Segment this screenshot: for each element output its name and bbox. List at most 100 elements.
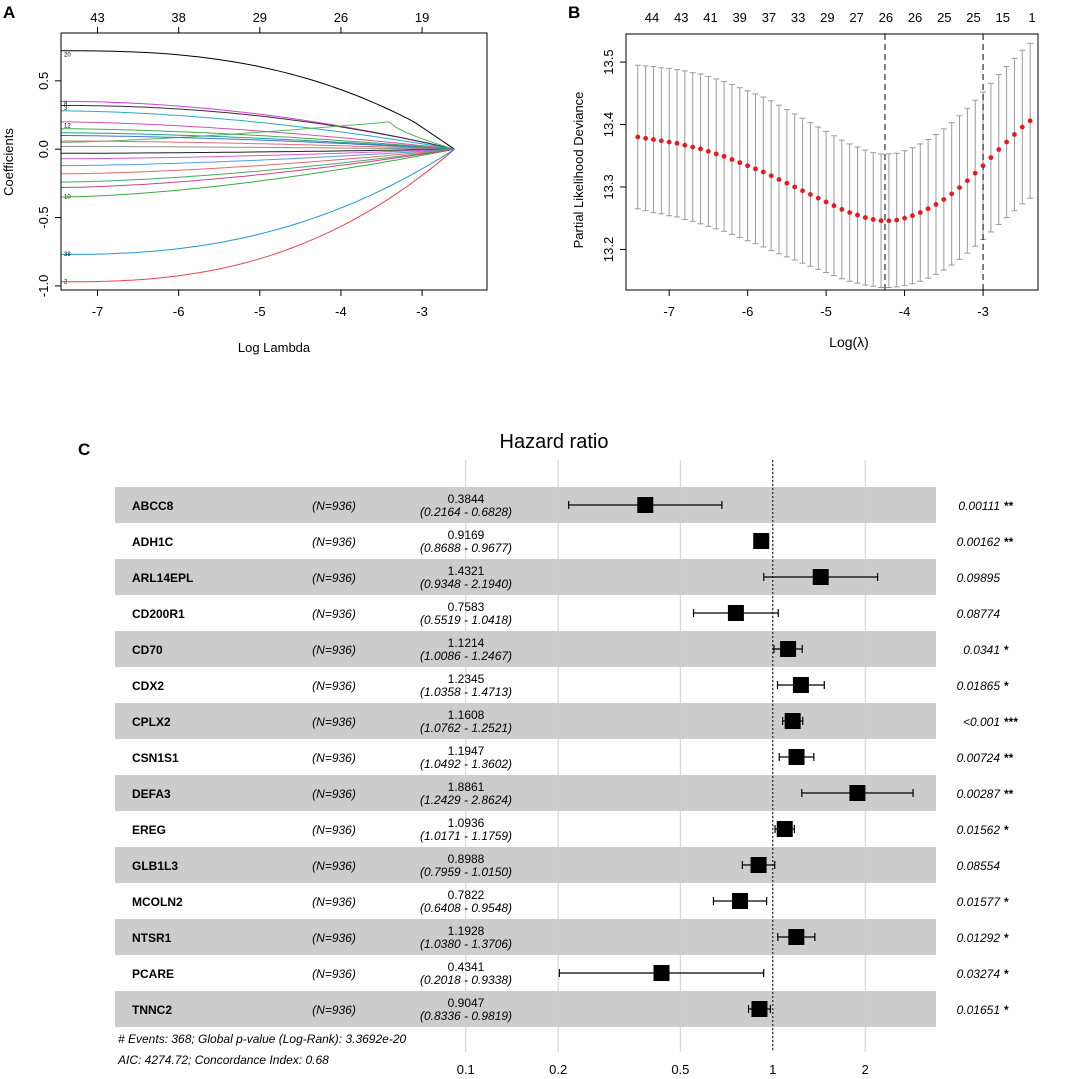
- panel-b-cv-deviance: 44 43 41 39 37 33 29 27 26 26 25 25 15 1 -7 -6 -5 -4 -3 1…: [571, 10, 1039, 350]
- panel-c-row-p: 0.01651: [957, 1003, 1000, 1017]
- panel-label-a: A: [3, 3, 15, 22]
- panel-c-hr-marker: [788, 929, 805, 945]
- panel-c-row-sig: *: [1004, 967, 1009, 981]
- panel-c-hr-marker: [750, 857, 767, 873]
- panel-b-point: [690, 144, 696, 150]
- panel-b-point: [972, 170, 978, 176]
- panel-a-path-label: 8: [64, 102, 68, 108]
- panel-b-point: [658, 138, 664, 144]
- panel-c-row-sig: **: [1004, 751, 1014, 765]
- panel-b-point: [886, 218, 892, 224]
- panel-c-row-hr: 1.1608: [448, 708, 485, 722]
- panel-b-point: [917, 210, 923, 215]
- panel-c-row-p: 0.00111: [958, 499, 1000, 513]
- panel-c-row-ci: (0.2164 - 0.6828): [420, 505, 512, 519]
- panel-b-x-axis-label: Log(λ): [829, 334, 869, 350]
- panel-c-hr-marker: [812, 569, 829, 585]
- panel-b-point: [666, 139, 672, 145]
- panel-c-row-ci: (0.8336 - 0.9819): [420, 1009, 512, 1023]
- panel-c-row-ci: (0.5519 - 1.0418): [420, 613, 512, 627]
- panel-c-row: CD200R1 (N=936) 0.7583(0.5519 - 1.0418) 0.0…: [132, 600, 1000, 627]
- panel-a-coefficient-path: [61, 105, 455, 150]
- panel-a-x-tick-label: -7: [92, 304, 104, 319]
- panel-b-point: [949, 191, 955, 197]
- panel-c-row-n: (N=936): [312, 859, 356, 873]
- panel-a-top-tick-label: 19: [415, 10, 429, 25]
- panel-a-coefficient-path: [60, 121, 455, 150]
- panel-c-row: TNNC2 (N=936) 0.9047(0.8336 - 0.9819) 0.016…: [132, 996, 1009, 1023]
- panel-c-row: CDX2 (N=936) 1.2345(1.0358 - 1.4713) 0.0186…: [132, 672, 1009, 699]
- panel-a-coefficient-path: [61, 148, 455, 198]
- panel-c-hr-marker: [732, 893, 749, 909]
- panel-a-x-tick-label: -4: [335, 304, 347, 319]
- panel-c-row-name: TNNC2: [132, 1003, 172, 1017]
- panel-c-row-band: [115, 991, 936, 1027]
- panel-c-row-ci: (1.0086 - 1.2467): [420, 649, 512, 663]
- panel-a-curves: [60, 50, 455, 283]
- panel-c-row-name: DEFA3: [132, 787, 171, 801]
- panel-c-row-name: ARL14EPL: [132, 571, 193, 585]
- panel-a-top-tick-label: 38: [171, 10, 185, 25]
- panel-b-point: [800, 188, 805, 194]
- panel-c-footnote-events: # Events: 368; Global p-value (Log-Rank)…: [118, 1032, 407, 1046]
- panel-b-top-tick-label: 15: [996, 10, 1010, 25]
- panel-a-top-axis: 43 38 29 26 19: [90, 10, 429, 34]
- panel-c-row-name: MCOLN2: [132, 895, 183, 909]
- panel-c-row-ci: (0.6408 - 0.9548): [420, 901, 512, 915]
- panel-a-coefficient-path: [61, 50, 455, 150]
- panel-b-point: [1012, 132, 1017, 137]
- panel-a-coefficient-path: [61, 146, 455, 150]
- panel-b-point: [957, 185, 962, 191]
- panel-b-point: [682, 142, 688, 148]
- panel-b-x-tick-label: -6: [742, 304, 754, 319]
- panel-c-row-band: [115, 775, 936, 811]
- panel-c-row-p: 0.09895: [957, 571, 1001, 585]
- panel-c-x-tick-label: 0.2: [549, 1062, 567, 1077]
- panel-c-row: CSN1S1 (N=936) 1.1947(1.0492 - 1.3602) 0.00…: [132, 744, 1014, 771]
- panel-b-top-tick-label: 29: [820, 10, 834, 25]
- panel-c-row-n: (N=936): [312, 679, 356, 693]
- panel-c-row-p: 0.00724: [957, 751, 1001, 765]
- panel-a-coefficient-path: [61, 100, 455, 150]
- panel-c-row: CPLX2 (N=936) 1.1608(1.0762 - 1.2521) <0.00…: [132, 708, 1018, 735]
- panel-b-point: [737, 160, 743, 166]
- panel-c-row-n: (N=936): [312, 787, 356, 801]
- panel-c-row-p: 0.00287: [957, 787, 1002, 801]
- panel-c-row-sig: **: [1004, 535, 1014, 549]
- panel-a-path-label: 12: [64, 124, 71, 130]
- panel-c-hr-marker: [788, 749, 805, 765]
- panel-c-row: ARL14EPL (N=936) 1.4321(0.9348 - 2.1940) 0.…: [132, 564, 1000, 591]
- panel-c-row-hr: 0.7822: [448, 888, 485, 902]
- panel-c-row-ci: (1.0492 - 1.3602): [420, 757, 512, 771]
- panel-b-top-tick-label: 37: [762, 10, 776, 25]
- panel-b-point: [721, 153, 727, 159]
- panel-c-row-hr: 1.1947: [448, 744, 485, 758]
- panel-a-path-label: 20: [64, 53, 71, 59]
- panel-c-row-hr: 0.9169: [448, 528, 485, 542]
- panel-a-coefficient-path: [61, 148, 455, 255]
- panel-c-row-n: (N=936): [312, 823, 356, 837]
- panel-b-point: [698, 146, 703, 152]
- panel-a-y-tick-label: 0.0: [36, 140, 51, 158]
- panel-b-point: [792, 184, 798, 190]
- panel-c-row: CD70 (N=936) 1.1214(1.0086 - 1.2467) 0.0341…: [132, 636, 1009, 663]
- panel-c-row-band: [115, 487, 936, 523]
- panel-b-point: [635, 134, 641, 140]
- panel-label-c: C: [78, 440, 90, 459]
- panel-c-row-ci: (1.0380 - 1.3706): [420, 937, 512, 951]
- panel-c-row-hr: 0.3844: [448, 492, 485, 506]
- panel-b-top-tick-label: 25: [966, 10, 980, 25]
- panel-c-row-hr: 0.9047: [448, 996, 485, 1010]
- panel-b-top-tick-label: 25: [937, 10, 951, 25]
- panel-c-row-band: [115, 847, 936, 883]
- panel-c-row-hr: 1.4321: [448, 564, 485, 578]
- panel-c-row: MCOLN2 (N=936) 0.7822(0.6408 - 0.9548) 0.01…: [132, 888, 1009, 915]
- panel-a-coefficient-path: [61, 148, 455, 175]
- panel-a-x-axis-label: Log Lambda: [238, 340, 311, 355]
- panel-b-y-axis-label: Partial Likelihood Deviance: [571, 92, 586, 249]
- panel-c-row-sig: **: [1004, 499, 1014, 513]
- panel-b-y-axis: 13.2 13.3 13.4 13.5: [601, 49, 627, 262]
- panel-c-row-name: GLB1L3: [132, 859, 178, 873]
- panel-c-row-p: 0.01865: [957, 679, 1001, 693]
- panel-b-top-tick-label: 26: [908, 10, 922, 25]
